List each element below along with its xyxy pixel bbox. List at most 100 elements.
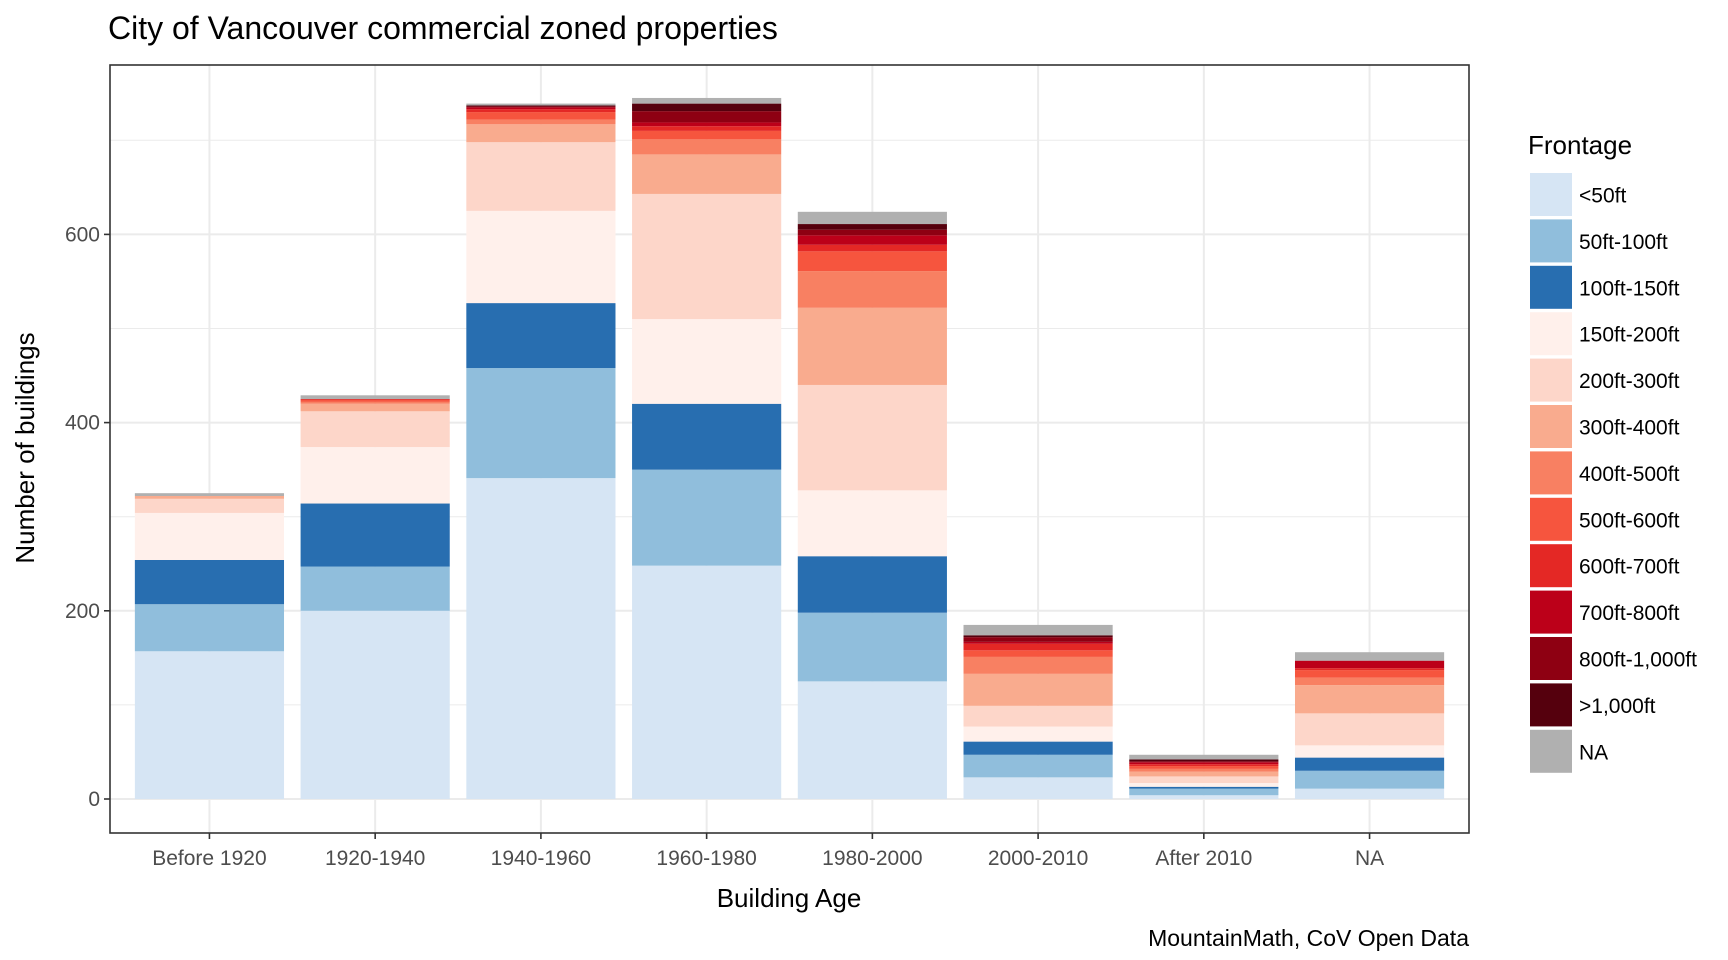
caption: MountainMath, CoV Open Data — [1148, 925, 1469, 951]
bar-segment — [797, 612, 947, 682]
bar-segment — [1129, 771, 1279, 777]
bar-segment — [134, 498, 285, 513]
bar-segment — [1294, 713, 1445, 746]
bar-segment — [632, 111, 782, 123]
legend-title: Frontage — [1528, 130, 1632, 160]
legend-key — [1530, 729, 1572, 773]
bar-segment — [1294, 757, 1445, 771]
bar-segment — [466, 478, 616, 799]
bar-segment — [963, 641, 1113, 644]
bar-segment — [963, 777, 1113, 799]
bar-segment — [1294, 788, 1445, 799]
legend-key — [1530, 265, 1572, 309]
bar-segment — [300, 503, 450, 567]
bar-segment — [797, 244, 947, 252]
bar-stack — [1294, 652, 1445, 799]
bar-segment — [797, 224, 947, 230]
bar-segment — [300, 403, 450, 412]
legend-key — [1530, 637, 1572, 680]
bar-segment — [963, 624, 1113, 636]
bar-segment — [797, 681, 947, 799]
bar-segment — [1129, 795, 1279, 799]
bar-segment — [1294, 652, 1445, 661]
bar-segment — [797, 556, 947, 613]
bar-segment — [797, 251, 947, 272]
bar-segment — [963, 643, 1113, 651]
bar-segment — [1294, 745, 1445, 758]
bar-segment — [632, 122, 782, 127]
legend-label: 400ft-500ft — [1579, 463, 1680, 486]
legend-label: 800ft-1,000ft — [1579, 649, 1697, 672]
legend-label: 300ft-400ft — [1579, 417, 1680, 440]
bar-segment — [1129, 788, 1279, 796]
bar-segment — [1129, 786, 1279, 789]
bar-segment — [632, 403, 782, 470]
bar-segment — [1129, 762, 1279, 765]
x-tick-label: Before 1920 — [152, 847, 266, 870]
legend-key — [1530, 451, 1572, 495]
bar-segment — [1129, 759, 1279, 762]
bar-segment — [466, 142, 616, 211]
legend-key — [1530, 497, 1572, 541]
legend-key — [1530, 590, 1572, 634]
legend-label: 500ft-600ft — [1579, 509, 1680, 532]
bar-segment — [466, 109, 616, 113]
bar-segment — [300, 400, 450, 402]
y-axis: 0 200 400 600 — [65, 223, 110, 811]
bar-segment — [1294, 668, 1445, 671]
legend-label: NA — [1579, 741, 1608, 764]
chart-title: City of Vancouver commercial zoned prope… — [108, 10, 778, 46]
legend-label: 150ft-200ft — [1579, 324, 1680, 347]
legend-label: 700ft-800ft — [1579, 602, 1680, 625]
bar-segment — [632, 319, 782, 404]
legend-key — [1530, 173, 1572, 216]
bar-segment — [632, 139, 782, 155]
bar-segment — [300, 411, 450, 448]
x-tick-label: 1980-2000 — [822, 847, 922, 870]
bar-segment — [1129, 761, 1279, 763]
x-tick-label: 1960-1980 — [656, 847, 756, 870]
bar-stack — [797, 211, 947, 799]
bar-segment — [797, 235, 947, 245]
bar-segment — [134, 651, 285, 799]
bar-segment — [466, 368, 616, 479]
legend-label: >1,000ft — [1579, 695, 1656, 718]
legend-label: 100ft-150ft — [1579, 277, 1680, 300]
bar-segment — [632, 193, 782, 320]
legend-label: <50ft — [1579, 185, 1626, 208]
bar-segment — [632, 97, 782, 104]
bar-segment — [797, 271, 947, 308]
bar-segment — [797, 229, 947, 236]
legend-item: 200ft-300ft — [1530, 358, 1680, 402]
bar-segment — [632, 103, 782, 112]
bar-segment — [797, 211, 947, 225]
plot-panel — [109, 64, 1470, 834]
x-axis-title: Building Age — [717, 883, 862, 913]
y-axis-title: Number of buildings — [10, 332, 40, 563]
bar-stack — [134, 493, 285, 799]
bar-stack — [632, 97, 782, 799]
x-tick-label: 1940-1960 — [491, 847, 591, 870]
bar-segment — [466, 103, 616, 106]
bar-segment — [1294, 677, 1445, 686]
bar-segment — [466, 107, 616, 110]
x-tick-label: NA — [1355, 847, 1384, 870]
legend-item: 400ft-500ft — [1530, 451, 1680, 495]
x-tick-label: 1920-1940 — [325, 847, 425, 870]
legend-item: 500ft-600ft — [1530, 497, 1680, 541]
legend-item: 50ft-100ft — [1530, 219, 1668, 263]
bar-segment — [466, 119, 616, 125]
bar-segment — [797, 384, 947, 491]
bar-segment — [963, 741, 1113, 755]
bar-segment — [134, 604, 285, 652]
y-tick-label: 600 — [65, 223, 100, 246]
y-tick-label: 400 — [65, 412, 100, 435]
legend-item: >1,000ft — [1530, 683, 1656, 727]
bar-segment — [300, 447, 450, 504]
bar-segment — [134, 495, 285, 499]
legend-item: 100ft-150ft — [1530, 265, 1680, 309]
bar-segment — [963, 726, 1113, 742]
bar-segment — [963, 673, 1113, 706]
bar-segment — [466, 106, 616, 108]
